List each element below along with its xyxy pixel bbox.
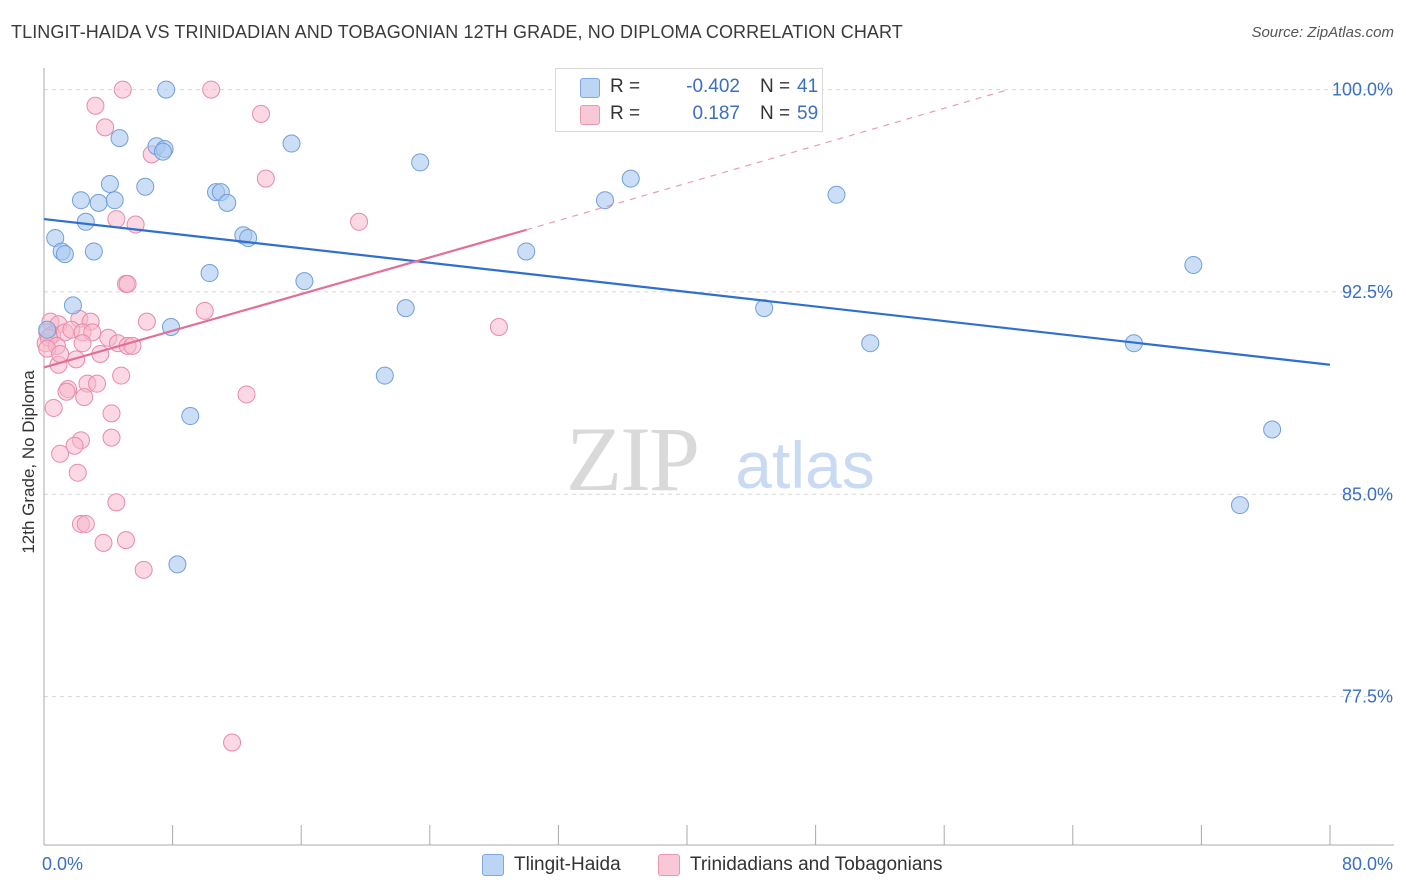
- point-trinidadians-45: [65, 436, 84, 455]
- point-trinidadians-52: [116, 531, 135, 550]
- point-trinidadians-0: [113, 80, 132, 99]
- point-tlingit-36: [181, 407, 200, 426]
- series-trinidadians-points: [36, 80, 508, 752]
- point-tlingit-39: [168, 555, 187, 574]
- legend-r-label: R =: [610, 76, 641, 97]
- point-tlingit-13: [89, 193, 108, 212]
- legend-swatch-tlingit: [580, 78, 600, 98]
- legend-r-value-tlingit: -0.402: [686, 76, 740, 97]
- y-tick-label-0: 100.0%: [1332, 80, 1393, 100]
- point-tlingit-37: [1263, 420, 1282, 439]
- point-trinidadians-36: [57, 382, 76, 401]
- point-trinidadians-43: [102, 428, 121, 447]
- x-tick-label-1: 80.0%: [1342, 854, 1393, 874]
- watermark-atlas: atlas: [735, 428, 874, 502]
- axes: [43, 68, 1394, 846]
- point-trinidadians-46: [51, 444, 70, 463]
- source-label: Source: ZipAtlas.com: [1251, 24, 1394, 41]
- point-tlingit-25: [517, 242, 536, 261]
- point-tlingit-9: [100, 175, 119, 194]
- trendline-tlingit: [43, 217, 1331, 366]
- series-legend: Tlingit-Haida Trinidadians and Tobagonia…: [0, 852, 1406, 878]
- legend-label-tlingit: Tlingit-Haida: [514, 854, 621, 875]
- point-tlingit-1: [110, 129, 129, 148]
- point-tlingit-38: [1230, 496, 1249, 515]
- legend-r-value-trinidadians: 0.187: [692, 103, 740, 124]
- point-trinidadians-50: [76, 514, 95, 533]
- point-trinidadians-17: [137, 312, 156, 331]
- y-tick-label-2: 85.0%: [1342, 484, 1393, 504]
- point-trinidadians-47: [68, 463, 87, 482]
- point-tlingit-0: [157, 80, 176, 99]
- y-tick-label-1: 92.5%: [1342, 282, 1393, 302]
- point-trinidadians-28: [73, 334, 92, 353]
- point-tlingit-7: [621, 169, 640, 188]
- y-axis-label: 12th Grade, No Diploma: [19, 370, 38, 554]
- point-trinidadians-48: [107, 493, 126, 512]
- point-trinidadians-51: [94, 533, 113, 552]
- point-tlingit-23: [55, 245, 74, 264]
- point-trinidadians-42: [44, 398, 63, 417]
- point-tlingit-40: [38, 320, 57, 339]
- legend-n-label: N =: [760, 103, 791, 124]
- point-tlingit-27: [200, 264, 219, 283]
- point-trinidadians-12: [195, 301, 214, 320]
- point-trinidadians-11: [118, 274, 137, 293]
- watermark: ZIP atlas: [566, 408, 875, 510]
- point-tlingit-18: [76, 212, 95, 231]
- trendline-trinidadians: [43, 228, 527, 369]
- point-trinidadians-53: [134, 560, 153, 579]
- point-tlingit-14: [105, 191, 124, 210]
- correlation-legend: R = -0.402 N = 41 R = 0.187 N = 59: [555, 68, 823, 132]
- point-trinidadians-4: [96, 118, 115, 137]
- legend-label-trinidadians: Trinidadians and Tobagonians: [690, 854, 943, 875]
- point-trinidadians-6: [256, 169, 275, 188]
- legend-swatch-tlingit: [482, 854, 504, 876]
- legend-n-value-trinidadians: 59: [797, 103, 819, 124]
- point-trinidadians-40: [237, 385, 256, 404]
- point-trinidadians-18: [489, 318, 508, 336]
- point-tlingit-17: [827, 185, 846, 204]
- legend-n-label: N =: [760, 76, 791, 97]
- point-tlingit-5: [282, 134, 301, 153]
- legend-n-value-tlingit: 41: [797, 76, 819, 97]
- y-tick-label-3: 77.5%: [1342, 687, 1393, 707]
- point-tlingit-28: [295, 272, 314, 291]
- point-trinidadians-39: [88, 374, 107, 393]
- point-trinidadians-2: [86, 96, 105, 115]
- point-tlingit-8: [136, 177, 155, 196]
- legend-r-label: R =: [610, 103, 641, 124]
- point-tlingit-30: [396, 299, 415, 318]
- point-tlingit-33: [861, 334, 880, 353]
- point-trinidadians-7: [107, 210, 126, 229]
- point-tlingit-35: [375, 366, 394, 385]
- point-tlingit-16: [596, 191, 615, 210]
- watermark-zip: ZIP: [566, 408, 698, 510]
- point-tlingit-6: [411, 153, 430, 172]
- point-trinidadians-38: [75, 388, 94, 407]
- point-tlingit-24: [84, 242, 103, 261]
- point-trinidadians-3: [252, 104, 271, 123]
- point-trinidadians-41: [102, 404, 121, 423]
- legend-swatch-trinidadians: [580, 105, 600, 125]
- point-tlingit-12: [71, 191, 90, 210]
- point-tlingit-29: [63, 296, 82, 315]
- point-trinidadians-54: [223, 733, 242, 752]
- trend-lines: [43, 89, 1331, 369]
- point-trinidadians-56: [51, 344, 70, 363]
- point-trinidadians-9: [350, 212, 369, 231]
- chart-title: TLINGIT-HAIDA VS TRINIDADIAN AND TOBAGON…: [11, 22, 903, 42]
- point-tlingit-4: [153, 142, 172, 161]
- point-tlingit-32: [161, 318, 180, 336]
- point-trinidadians-1: [202, 80, 221, 99]
- tick-labels: 100.0% 92.5% 85.0% 77.5% 0.0% 80.0%: [42, 80, 1393, 874]
- point-tlingit-26: [1184, 255, 1203, 274]
- point-tlingit-15: [218, 193, 237, 212]
- point-trinidadians-34: [112, 366, 131, 385]
- legend-swatch-trinidadians: [658, 854, 680, 876]
- x-tick-label-0: 0.0%: [42, 854, 83, 874]
